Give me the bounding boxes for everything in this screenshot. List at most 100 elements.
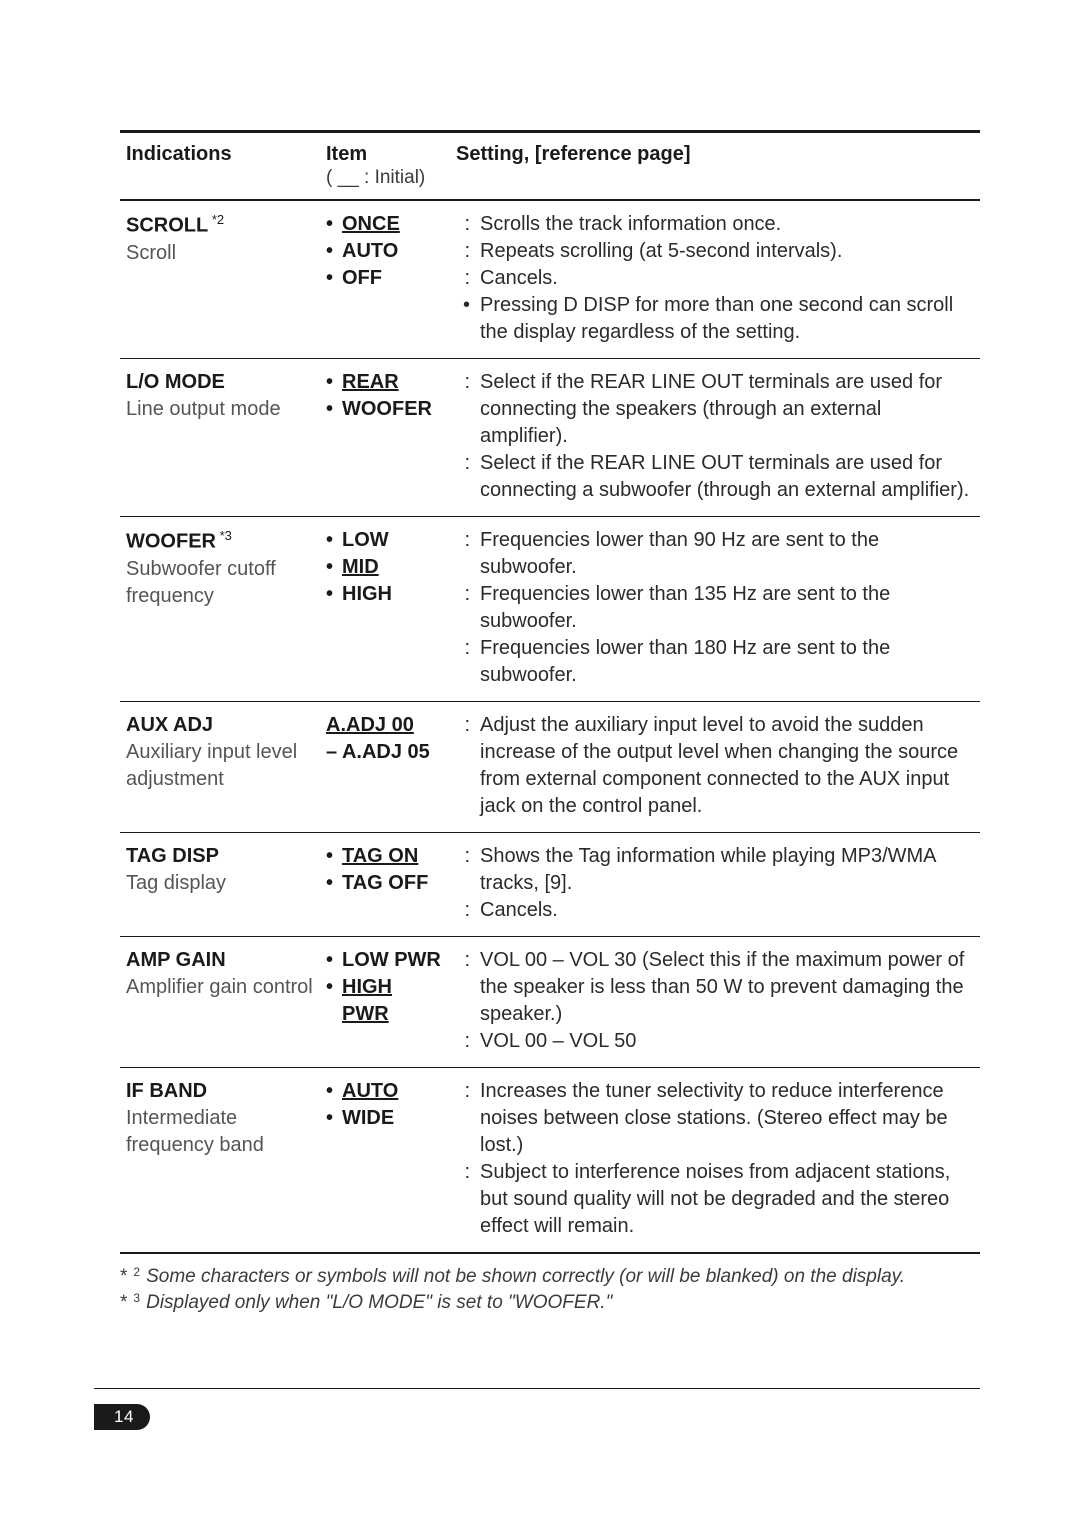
- desc-list-entry: : Cancels.: [456, 897, 974, 924]
- bullet-icon: •: [456, 292, 470, 319]
- item-list-entry: •OFF: [326, 265, 444, 292]
- footnote-text: Some characters or symbols will not be s…: [146, 1264, 905, 1290]
- indication-subtitle: Amplifier gain control: [126, 974, 314, 1001]
- footnote-marker: *: [120, 1264, 127, 1290]
- item-cell: •LOW PWR•HIGH PWR: [320, 937, 450, 1068]
- desc-list-entry: :Increases the tuner selectivity to redu…: [456, 1078, 974, 1159]
- indication-title-text: TAG DISP: [126, 845, 219, 867]
- desc-list-entry: : VOL 00 – VOL 50: [456, 1028, 974, 1055]
- item-list-entry: •TAG OFF: [326, 870, 444, 897]
- table-row: WOOFER *3Subwoofer cutoff frequency•LOW•…: [120, 517, 980, 702]
- desc-list: : Shows the Tag information while playing…: [456, 843, 974, 924]
- item-label: ONCE: [342, 211, 400, 238]
- colon-marker: :: [456, 369, 470, 396]
- item-list-entry: •AUTO: [326, 238, 444, 265]
- colon-marker: :: [456, 947, 470, 974]
- desc-text: Select if the REAR LINE OUT terminals ar…: [480, 450, 974, 504]
- colon-marker: :: [456, 1028, 470, 1055]
- item-list-entry: •HIGH: [326, 581, 444, 608]
- bullet-icon: •: [326, 843, 336, 870]
- setting-cell: : Increases the tuner selectivity to redu…: [450, 1068, 980, 1254]
- bullet-icon: •: [326, 527, 336, 554]
- colon-marker: :: [456, 1159, 470, 1186]
- table-header-row: Indications Item ( __ : Initial) Setting…: [120, 132, 980, 201]
- desc-list-entry: :Frequencies lower than 90 Hz are sent t…: [456, 527, 974, 581]
- desc-text: VOL 00 – VOL 50: [480, 1028, 974, 1055]
- item-list-entry: •HIGH PWR: [326, 974, 444, 1028]
- indication-title: AUX ADJ: [126, 712, 314, 739]
- bullet-icon: •: [326, 265, 336, 292]
- desc-list: : Select if the REAR LINE OUT terminals a…: [456, 369, 974, 504]
- desc-text: Select if the REAR LINE OUT terminals ar…: [480, 369, 974, 450]
- table-row: TAG DISPTag display•TAG ON•TAG OFF:Shows…: [120, 833, 980, 937]
- setting-cell: :Scrolls the track information once.:Rep…: [450, 200, 980, 359]
- bullet-icon: •: [326, 870, 336, 897]
- indication-title: IF BAND: [126, 1078, 314, 1105]
- bullet-icon: •: [326, 1105, 336, 1132]
- footnote: *2 Some characters or symbols will not b…: [120, 1264, 980, 1290]
- item-cell: •TAG ON•TAG OFF: [320, 833, 450, 937]
- item-label: MID: [342, 554, 379, 581]
- item-list: •ONCE•AUTO•OFF: [326, 211, 444, 292]
- colon-marker: :: [456, 712, 470, 739]
- setting-cell: :VOL 00 – VOL 30 (Select this if the max…: [450, 937, 980, 1068]
- bullet-icon: •: [326, 974, 336, 1001]
- desc-list-entry: : Cancels.: [456, 265, 974, 292]
- colon-marker: :: [456, 265, 470, 292]
- colon-marker: :: [456, 211, 470, 238]
- page: Indications Item ( __ : Initial) Setting…: [0, 0, 1080, 1315]
- indication-subtitle: Scroll: [126, 240, 314, 267]
- desc-list: :Scrolls the track information once.:Rep…: [456, 211, 974, 346]
- desc-text: Cancels.: [480, 265, 974, 292]
- indication-subtitle: Intermediate frequency band: [126, 1105, 314, 1159]
- desc-text: Increases the tuner selectivity to reduc…: [480, 1078, 974, 1159]
- desc-text: Cancels.: [480, 897, 974, 924]
- bullet-icon: •: [326, 1078, 336, 1105]
- item-label: TAG ON: [342, 843, 418, 870]
- indication-title-text: AUX ADJ: [126, 714, 213, 736]
- indications-cell: TAG DISP Tag display: [120, 833, 320, 937]
- item-label: HIGH: [342, 581, 392, 608]
- item-list-entry: •WOOFER: [326, 396, 444, 423]
- item-list: •LOW•MID•HIGH: [326, 527, 444, 608]
- item-list-entry: •WIDE: [326, 1105, 444, 1132]
- bullet-icon: •: [326, 211, 336, 238]
- indications-cell: WOOFER *3Subwoofer cutoff frequency: [120, 517, 320, 702]
- table-row: SCROLL *2Scroll•ONCE•AUTO•OFF:Scrolls th…: [120, 200, 980, 359]
- header-item: Item ( __ : Initial): [320, 132, 450, 201]
- desc-text: Scrolls the track information once.: [480, 211, 974, 238]
- bullet-icon: •: [326, 396, 336, 423]
- item-label: AUTO: [342, 1078, 398, 1105]
- bullet-icon: •: [326, 369, 336, 396]
- table-row: IF BANDIntermediate frequency band•AUTO•…: [120, 1068, 980, 1254]
- table-row: L/O MODELine output mode•REAR•WOOFER:Sel…: [120, 359, 980, 517]
- item-list-entry: •REAR: [326, 369, 444, 396]
- desc-list: :Frequencies lower than 90 Hz are sent t…: [456, 527, 974, 689]
- desc-list-entry: :Frequencies lower than 180 Hz are sent …: [456, 635, 974, 689]
- indication-title: TAG DISP: [126, 843, 314, 870]
- desc-list-entry: :Select if the REAR LINE OUT terminals a…: [456, 450, 974, 504]
- setting-cell: :Frequencies lower than 90 Hz are sent t…: [450, 517, 980, 702]
- indication-title-text: IF BAND: [126, 1080, 207, 1102]
- page-number: 14: [94, 1404, 150, 1430]
- item-list-entry: •TAG ON: [326, 843, 444, 870]
- colon-marker: :: [456, 897, 470, 924]
- desc-text: Shows the Tag information while playing …: [480, 843, 974, 897]
- desc-list-entry: :Frequencies lower than 135 Hz are sent …: [456, 581, 974, 635]
- indication-sup: *2: [208, 212, 224, 227]
- indication-title-text: SCROLL: [126, 215, 208, 237]
- desc-list-entry: : Scrolls the track information once.: [456, 211, 974, 238]
- setting-cell: : Shows the Tag information while playing…: [450, 833, 980, 937]
- indication-subtitle: Tag display: [126, 870, 314, 897]
- item-list-entry: •AUTO: [326, 1078, 444, 1105]
- item-label: REAR: [342, 369, 399, 396]
- bullet-icon: •: [326, 554, 336, 581]
- item-label: WOOFER: [342, 396, 432, 423]
- indication-title-text: AMP GAIN: [126, 949, 226, 971]
- colon-marker: :: [456, 527, 470, 554]
- table-row: AUX ADJAuxiliary input level adjustmentA…: [120, 702, 980, 833]
- item-list: •LOW PWR•HIGH PWR: [326, 947, 444, 1028]
- item-list-entry: •LOW: [326, 527, 444, 554]
- item-list: •AUTO•WIDE: [326, 1078, 444, 1132]
- bullet-icon: •: [326, 581, 336, 608]
